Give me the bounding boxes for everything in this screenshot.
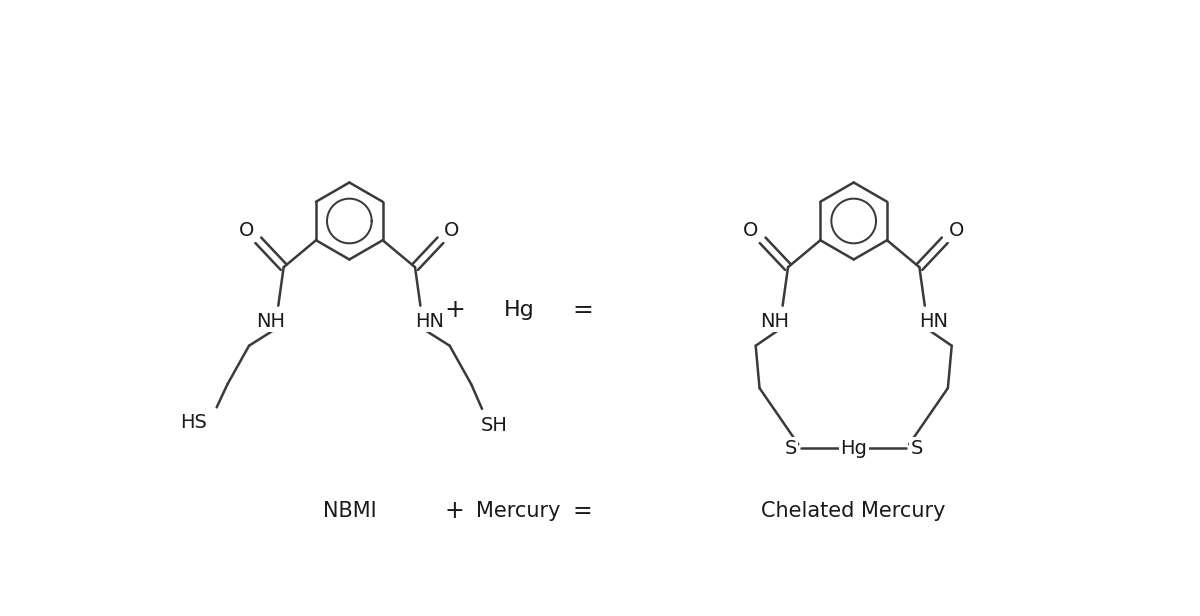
Text: Mercury: Mercury: [476, 501, 562, 521]
Text: NH: NH: [256, 312, 286, 331]
Text: O: O: [949, 222, 964, 240]
Text: HS: HS: [180, 413, 208, 432]
Text: S: S: [785, 439, 797, 458]
Text: +: +: [445, 500, 464, 523]
Text: HN: HN: [415, 312, 444, 331]
Text: SH: SH: [481, 416, 508, 436]
Text: NH: NH: [761, 312, 790, 331]
Text: O: O: [239, 222, 254, 240]
Text: Chelated Mercury: Chelated Mercury: [762, 501, 946, 521]
Text: Hg: Hg: [503, 299, 534, 320]
Text: HN: HN: [919, 312, 948, 331]
Text: =: =: [572, 500, 593, 523]
Text: O: O: [444, 222, 460, 240]
Text: Hg: Hg: [840, 439, 868, 458]
Text: O: O: [743, 222, 758, 240]
Text: NBMI: NBMI: [323, 501, 376, 521]
Text: =: =: [572, 298, 593, 322]
Text: S: S: [911, 439, 923, 458]
Text: +: +: [444, 298, 466, 322]
